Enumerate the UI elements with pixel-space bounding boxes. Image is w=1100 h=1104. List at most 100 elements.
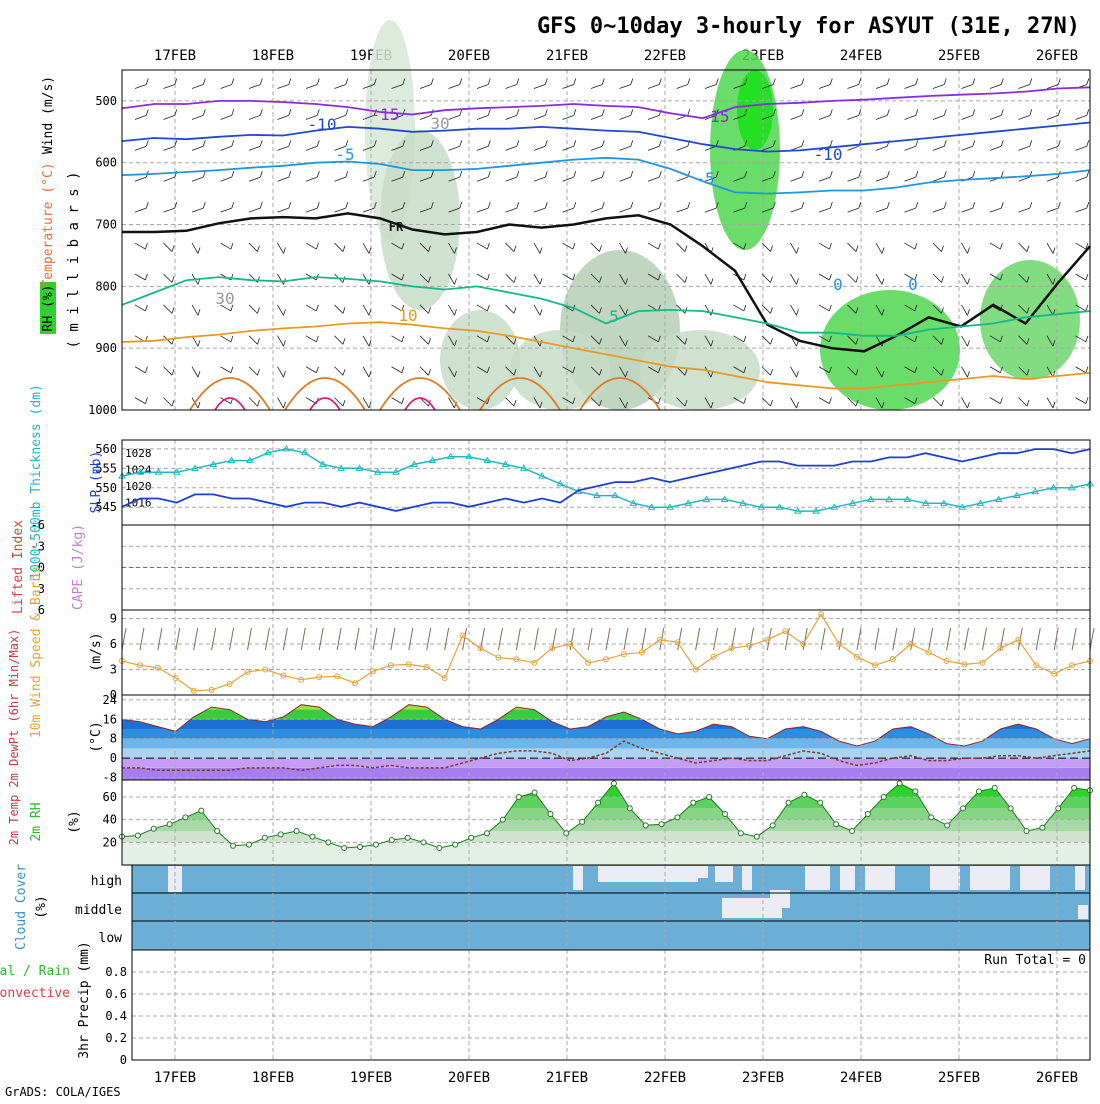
wind-speed-point bbox=[961, 661, 968, 668]
bottom-date-axis: 17FEB 18FEB 19FEB 20FEB 21FEB 22FEB 23FEB 24FEB… bbox=[154, 1070, 1078, 1086]
wind-barb bbox=[533, 114, 546, 120]
wind-barb bbox=[704, 207, 717, 213]
wind-barb-flag bbox=[401, 335, 405, 342]
wind-barb-flag bbox=[572, 397, 576, 404]
wind-barb-flag bbox=[829, 304, 832, 312]
wind-barb-flag bbox=[197, 401, 201, 409]
wind-barb-flag bbox=[231, 109, 235, 116]
wind-barb-flag bbox=[1057, 201, 1061, 209]
wind-barb bbox=[419, 273, 429, 283]
wind-barb-flag bbox=[1000, 242, 1003, 250]
axis-label: Temperature (°C) bbox=[41, 162, 56, 287]
wind-barb-flag bbox=[599, 276, 602, 283]
wind-barb bbox=[904, 397, 916, 404]
wind-barb-flag bbox=[345, 109, 349, 116]
wind-barb-flag bbox=[573, 109, 577, 116]
thickness-point bbox=[556, 479, 565, 487]
wind-barb bbox=[647, 145, 660, 151]
wind-barb-flag bbox=[487, 171, 491, 178]
wind-barb bbox=[961, 207, 973, 213]
axis-label: (°C) bbox=[89, 721, 104, 752]
wind-barb-flag bbox=[684, 276, 688, 283]
wind-barb bbox=[533, 176, 546, 182]
rh-shading bbox=[737, 70, 773, 150]
wind-barb-flag bbox=[599, 369, 602, 376]
date-label-bottom: 20FEB bbox=[448, 1070, 490, 1086]
wind-barb bbox=[704, 273, 712, 285]
thickness-point bbox=[830, 503, 839, 510]
rh2m-point bbox=[896, 780, 903, 787]
wind-barb-flag bbox=[373, 171, 377, 178]
wind-barb-flag bbox=[283, 340, 286, 347]
wind-barb-flag bbox=[744, 78, 748, 85]
wind-barb bbox=[391, 397, 403, 404]
wind-barb-flag bbox=[257, 338, 260, 345]
y-tick-label: 1000 bbox=[88, 403, 117, 417]
wind-barb-flag bbox=[368, 370, 372, 378]
wind-barb bbox=[647, 207, 660, 213]
wind-barb-flag bbox=[487, 397, 490, 404]
wind-barb-flag bbox=[428, 276, 431, 283]
wind-barb bbox=[562, 176, 574, 182]
y-tick-label: 0 bbox=[110, 688, 117, 702]
wind-barb-flag bbox=[202, 201, 206, 209]
wind-barb bbox=[419, 242, 429, 252]
wind-barb-flag bbox=[829, 171, 833, 178]
temperature-contour bbox=[122, 212, 1091, 353]
wind-barb-flag bbox=[796, 247, 799, 254]
y-tick-label: 60 bbox=[103, 790, 117, 804]
wind-barb-flag bbox=[770, 369, 773, 376]
wind-barb bbox=[277, 242, 284, 254]
rh2m-point bbox=[134, 832, 141, 839]
rh-shading bbox=[980, 260, 1080, 380]
clear-sky-cell bbox=[840, 866, 855, 890]
warm-contour bbox=[309, 397, 341, 411]
wind-barb bbox=[163, 84, 175, 89]
wind-barb bbox=[1075, 242, 1087, 250]
wind-barb-flag bbox=[972, 109, 976, 116]
wind-barb-flag bbox=[881, 370, 885, 378]
wind-barb-flag bbox=[345, 78, 349, 85]
wind-barb-flag bbox=[430, 78, 434, 85]
wind-barb bbox=[587, 627, 593, 651]
wind-barb bbox=[533, 304, 541, 316]
wind-barb-flag bbox=[487, 366, 490, 373]
wind-barb-flag bbox=[801, 171, 805, 178]
wind-barb-flag bbox=[658, 242, 661, 250]
wind-barb bbox=[676, 242, 686, 252]
wind-barb bbox=[334, 114, 346, 120]
wind-barb-flag bbox=[373, 140, 377, 147]
wind-barb bbox=[277, 397, 284, 409]
wind-barb bbox=[334, 397, 344, 407]
rh2m-point bbox=[801, 791, 808, 798]
wind-barb bbox=[961, 84, 973, 89]
wind-barb bbox=[818, 366, 830, 374]
wind-barb bbox=[246, 627, 252, 651]
rh2m-point bbox=[1055, 805, 1062, 812]
wind-speed-point bbox=[800, 641, 807, 647]
wind-barb bbox=[175, 627, 181, 651]
wind-barb bbox=[761, 176, 774, 182]
wind-speed-point bbox=[782, 628, 789, 635]
wind-barb bbox=[818, 273, 830, 281]
wind-barb bbox=[590, 207, 603, 213]
wind-barb bbox=[761, 84, 774, 89]
wind-barb bbox=[426, 627, 432, 651]
wind-barb-flag bbox=[513, 399, 517, 407]
wind-barb bbox=[790, 397, 797, 409]
wind-barb-flag bbox=[858, 78, 862, 85]
temperature-contour bbox=[121, 121, 1091, 153]
wind-barb-flag bbox=[630, 140, 634, 147]
wind-barb bbox=[391, 335, 403, 343]
wind-barb-flag bbox=[572, 366, 576, 373]
axis-label: Wind (m/s) bbox=[41, 76, 56, 154]
wind-barb bbox=[733, 207, 745, 213]
y-tick-label: 555 bbox=[95, 461, 117, 475]
wind-barb-flag bbox=[573, 201, 577, 209]
rh2m-point bbox=[610, 780, 617, 787]
wind-barb-flag bbox=[544, 201, 548, 209]
wind-barb bbox=[790, 84, 802, 89]
wind-barb bbox=[220, 114, 232, 120]
thickness-point bbox=[446, 452, 455, 460]
wind-barb-flag bbox=[430, 140, 434, 147]
